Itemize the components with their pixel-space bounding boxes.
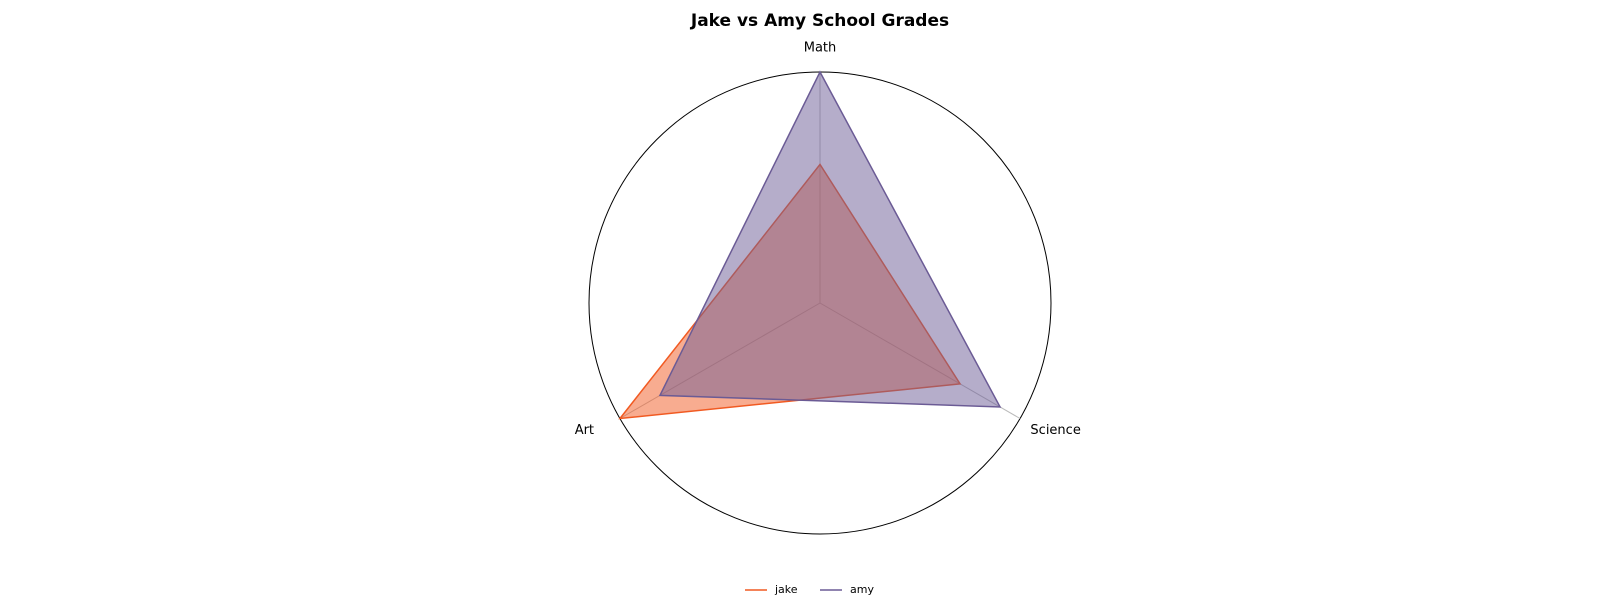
axis-label: Art — [575, 423, 594, 438]
axis-label: Science — [1030, 423, 1080, 438]
legend-label: amy — [850, 583, 874, 596]
legend-label: jake — [774, 583, 798, 596]
series-area — [658, 70, 1002, 408]
chart-title: Jake vs Amy School Grades — [690, 11, 949, 31]
axis-label: Math — [804, 41, 837, 56]
